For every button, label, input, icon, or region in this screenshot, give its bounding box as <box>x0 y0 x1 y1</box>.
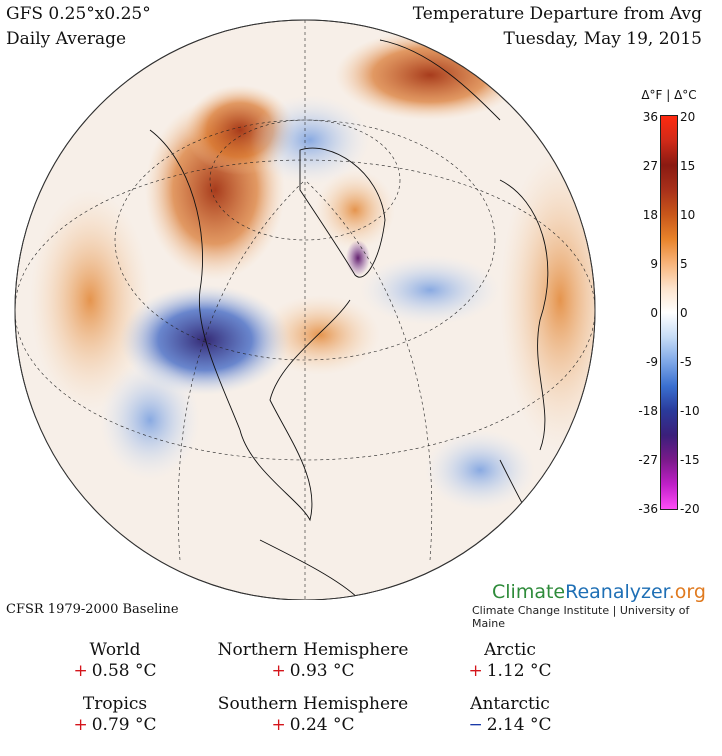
tick-c-4: 0 <box>680 306 688 320</box>
brand-part-3: .org <box>668 581 706 603</box>
stat-tropics: Tropics +0.79 °C <box>5 694 225 736</box>
tick-f-2: 18 <box>642 208 658 222</box>
legend-fahrenheit-ticks: 36 27 18 9 0 -9 -18 -27 -36 <box>618 110 658 516</box>
stat-value: 0.79 °C <box>91 715 157 735</box>
period-label: Daily Average <box>6 29 127 49</box>
brand-part-1: Climate <box>492 581 566 603</box>
graticule <box>15 20 595 600</box>
anomaly-warm-europe <box>500 150 595 450</box>
europe-coast <box>499 179 549 451</box>
tick-c-8: -20 <box>680 502 700 516</box>
anomaly-warm-greenland <box>315 170 395 250</box>
tick-c-3: 5 <box>680 257 688 271</box>
tick-f-3: 9 <box>650 257 658 271</box>
stat-world: World +0.58 °C <box>5 640 225 682</box>
tick-c-1: 15 <box>680 159 696 173</box>
anomaly-cold-midatlantic <box>425 430 535 510</box>
stat-value: 1.12 °C <box>486 661 552 681</box>
asia-coast <box>379 39 501 121</box>
tick-f-0: 36 <box>642 110 658 124</box>
tick-f-6: -18 <box>638 404 658 418</box>
stat-label: Antarctic <box>470 694 550 714</box>
anomaly-warm-pacific <box>30 190 150 410</box>
tick-c-0: 20 <box>680 110 696 124</box>
stat-sign: + <box>271 661 286 681</box>
globe-outline <box>14 19 596 600</box>
baseline-label: CFSR 1979-2000 Baseline <box>6 602 179 617</box>
stat-northern-hemisphere: Northern Hemisphere +0.93 °C <box>203 640 423 682</box>
stat-arctic: Arctic +1.12 °C <box>400 640 620 682</box>
tick-c-6: -10 <box>680 404 700 418</box>
legend-colorbar <box>660 115 678 510</box>
tick-f-5: -9 <box>646 355 658 369</box>
stat-label: Southern Hemisphere <box>217 694 409 714</box>
anomaly-cold-arctic <box>250 95 370 185</box>
anomaly-warm-siberia <box>335 30 525 120</box>
legend-celsius-ticks: 20 15 10 5 0 -5 -10 -15 -20 <box>680 110 720 516</box>
stat-value: 2.14 °C <box>486 715 552 735</box>
stat-value: 0.58 °C <box>91 661 157 681</box>
stat-sign: + <box>73 715 88 735</box>
anomaly-warm-eastcanada <box>260 295 380 375</box>
stat-southern-hemisphere: Southern Hemisphere +0.24 °C <box>203 694 423 736</box>
institute-label: Climate Change Institute | University of… <box>472 604 690 630</box>
tick-c-2: 10 <box>680 208 696 222</box>
tick-f-1: 27 <box>642 159 658 173</box>
map-title: Temperature Departure from Avg <box>412 4 702 24</box>
stats-panel: World +0.58 °C Northern Hemisphere +0.93… <box>0 636 722 751</box>
stat-sign: − <box>468 715 483 735</box>
model-label: GFS 0.25°x0.25° <box>6 4 151 24</box>
stat-sign: + <box>73 661 88 681</box>
anomaly-cold-pacific <box>100 360 200 480</box>
north-america-coast <box>149 129 351 522</box>
tick-c-5: -5 <box>680 355 692 369</box>
tick-c-7: -15 <box>680 453 700 467</box>
tick-f-4: 0 <box>650 306 658 320</box>
title-left: GFS 0.25°x0.25° Daily Average <box>6 2 151 52</box>
stat-antarctic: Antarctic −2.14 °C <box>400 694 620 736</box>
tick-f-8: -36 <box>638 502 658 516</box>
brand-part-2: Reanalyzer <box>565 581 669 603</box>
stat-sign: + <box>271 715 286 735</box>
tick-f-7: -27 <box>638 453 658 467</box>
stat-value: 0.93 °C <box>289 661 355 681</box>
anomaly-purple-greenland <box>346 240 370 276</box>
stat-label: Northern Hemisphere <box>217 640 409 660</box>
greenland-coast <box>299 147 386 278</box>
anomaly-cold-atlantic <box>360 255 500 325</box>
stat-sign: + <box>468 661 483 681</box>
brand-logo[interactable]: ClimateReanalyzer.org <box>492 581 706 603</box>
globe-map <box>14 19 596 600</box>
map-date: Tuesday, May 19, 2015 <box>503 29 703 49</box>
stat-label: World <box>89 640 141 660</box>
south-america-coast <box>259 539 361 600</box>
stat-value: 0.24 °C <box>289 715 355 735</box>
legend-header: Δ°F | Δ°C <box>641 88 697 102</box>
stat-label: Arctic <box>484 640 536 660</box>
title-right: Temperature Departure from Avg Tuesday, … <box>413 2 702 52</box>
stat-label: Tropics <box>82 694 148 714</box>
